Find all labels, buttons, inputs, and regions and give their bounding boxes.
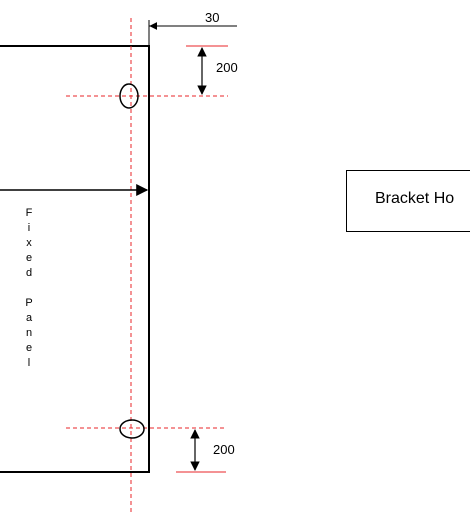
- fixed-panel-label: F i x e d P a n e l: [22, 206, 36, 371]
- panel-label-char: x: [26, 237, 32, 249]
- panel-label-char: d: [25, 267, 33, 279]
- panel-label-char: F: [25, 207, 33, 219]
- bottom-bracket-hole: [119, 419, 145, 439]
- legend-box: Bracket Ho: [346, 170, 470, 232]
- panel-label-char: a: [25, 312, 33, 324]
- panel-label-char: [22, 281, 36, 296]
- panel-label-char: e: [25, 342, 33, 354]
- legend-text: Bracket Ho: [375, 190, 455, 207]
- panel-label-char: e: [25, 252, 33, 264]
- top-bracket-hole: [119, 83, 139, 109]
- panel-label-char: l: [27, 357, 31, 369]
- offset-dimension-label: 30: [205, 10, 220, 25]
- fixed-panel-outline: [0, 45, 150, 473]
- panel-label-char: i: [27, 222, 31, 234]
- panel-label-char: n: [25, 327, 33, 339]
- bottom-spacing-label: 200: [213, 442, 235, 457]
- top-spacing-label: 200: [216, 60, 238, 75]
- panel-label-char: P: [25, 297, 33, 309]
